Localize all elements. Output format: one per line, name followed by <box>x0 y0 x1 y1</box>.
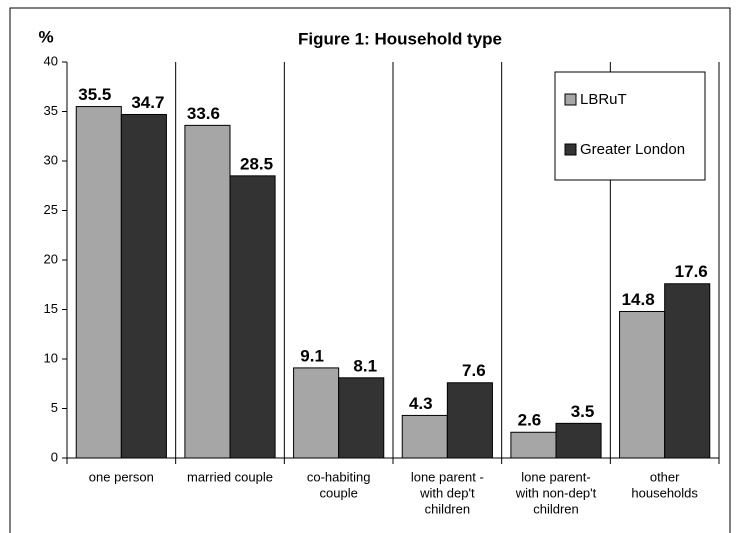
y-tick-label: 25 <box>44 202 58 217</box>
x-tick-label: one person <box>89 469 154 484</box>
x-tick-label: households <box>631 485 698 500</box>
legend-label: Greater London <box>580 141 685 158</box>
x-tick-label: children <box>533 501 579 516</box>
bar <box>446 382 493 459</box>
x-tick-label: with dep't <box>419 485 475 500</box>
data-label: 2.6 <box>518 411 542 430</box>
data-label: 4.3 <box>409 394 433 413</box>
x-tick-label: co-habiting <box>307 469 371 484</box>
y-tick-label: 10 <box>44 350 58 365</box>
bar <box>619 310 666 459</box>
data-label: 9.1 <box>300 346 324 365</box>
data-label: 28.5 <box>240 154 273 173</box>
x-tick-label: other <box>650 469 680 484</box>
bar <box>338 377 385 459</box>
y-tick-label: 40 <box>44 53 58 68</box>
y-tick-label: 20 <box>44 251 58 266</box>
bar <box>664 283 711 459</box>
data-label: 3.5 <box>571 402 595 421</box>
data-label: 33.6 <box>187 104 220 123</box>
bar <box>510 431 557 459</box>
y-axis-label: % <box>38 27 53 46</box>
data-label: 7.6 <box>462 361 486 380</box>
bar <box>184 124 231 459</box>
x-tick-label: married couple <box>187 469 273 484</box>
legend-box <box>554 71 706 181</box>
data-label: 8.1 <box>353 356 377 375</box>
x-tick-label: with non-dep't <box>515 485 597 500</box>
x-tick-label: couple <box>320 485 358 500</box>
bar <box>555 422 602 459</box>
bar <box>120 113 167 459</box>
bar <box>75 106 122 459</box>
y-tick-label: 15 <box>44 301 58 316</box>
data-label: 17.6 <box>675 262 708 281</box>
legend-swatch <box>564 143 577 156</box>
legend-swatch <box>564 93 577 106</box>
y-tick-label: 5 <box>51 400 58 415</box>
y-tick-label: 30 <box>44 152 58 167</box>
bar <box>293 367 340 459</box>
y-tick-label: 35 <box>44 103 58 118</box>
chart-title: Figure 1: Household type <box>298 29 502 48</box>
bar <box>229 175 276 459</box>
data-label: 14.8 <box>622 290 655 309</box>
bar <box>401 414 448 459</box>
data-label: 34.7 <box>131 93 164 112</box>
y-tick-label: 0 <box>51 449 58 464</box>
x-tick-label: lone parent- <box>521 469 590 484</box>
legend-label: LBRuT <box>580 91 627 108</box>
x-tick-label: children <box>425 501 471 516</box>
data-label: 35.5 <box>78 85 111 104</box>
x-tick-label: lone parent - <box>411 469 484 484</box>
